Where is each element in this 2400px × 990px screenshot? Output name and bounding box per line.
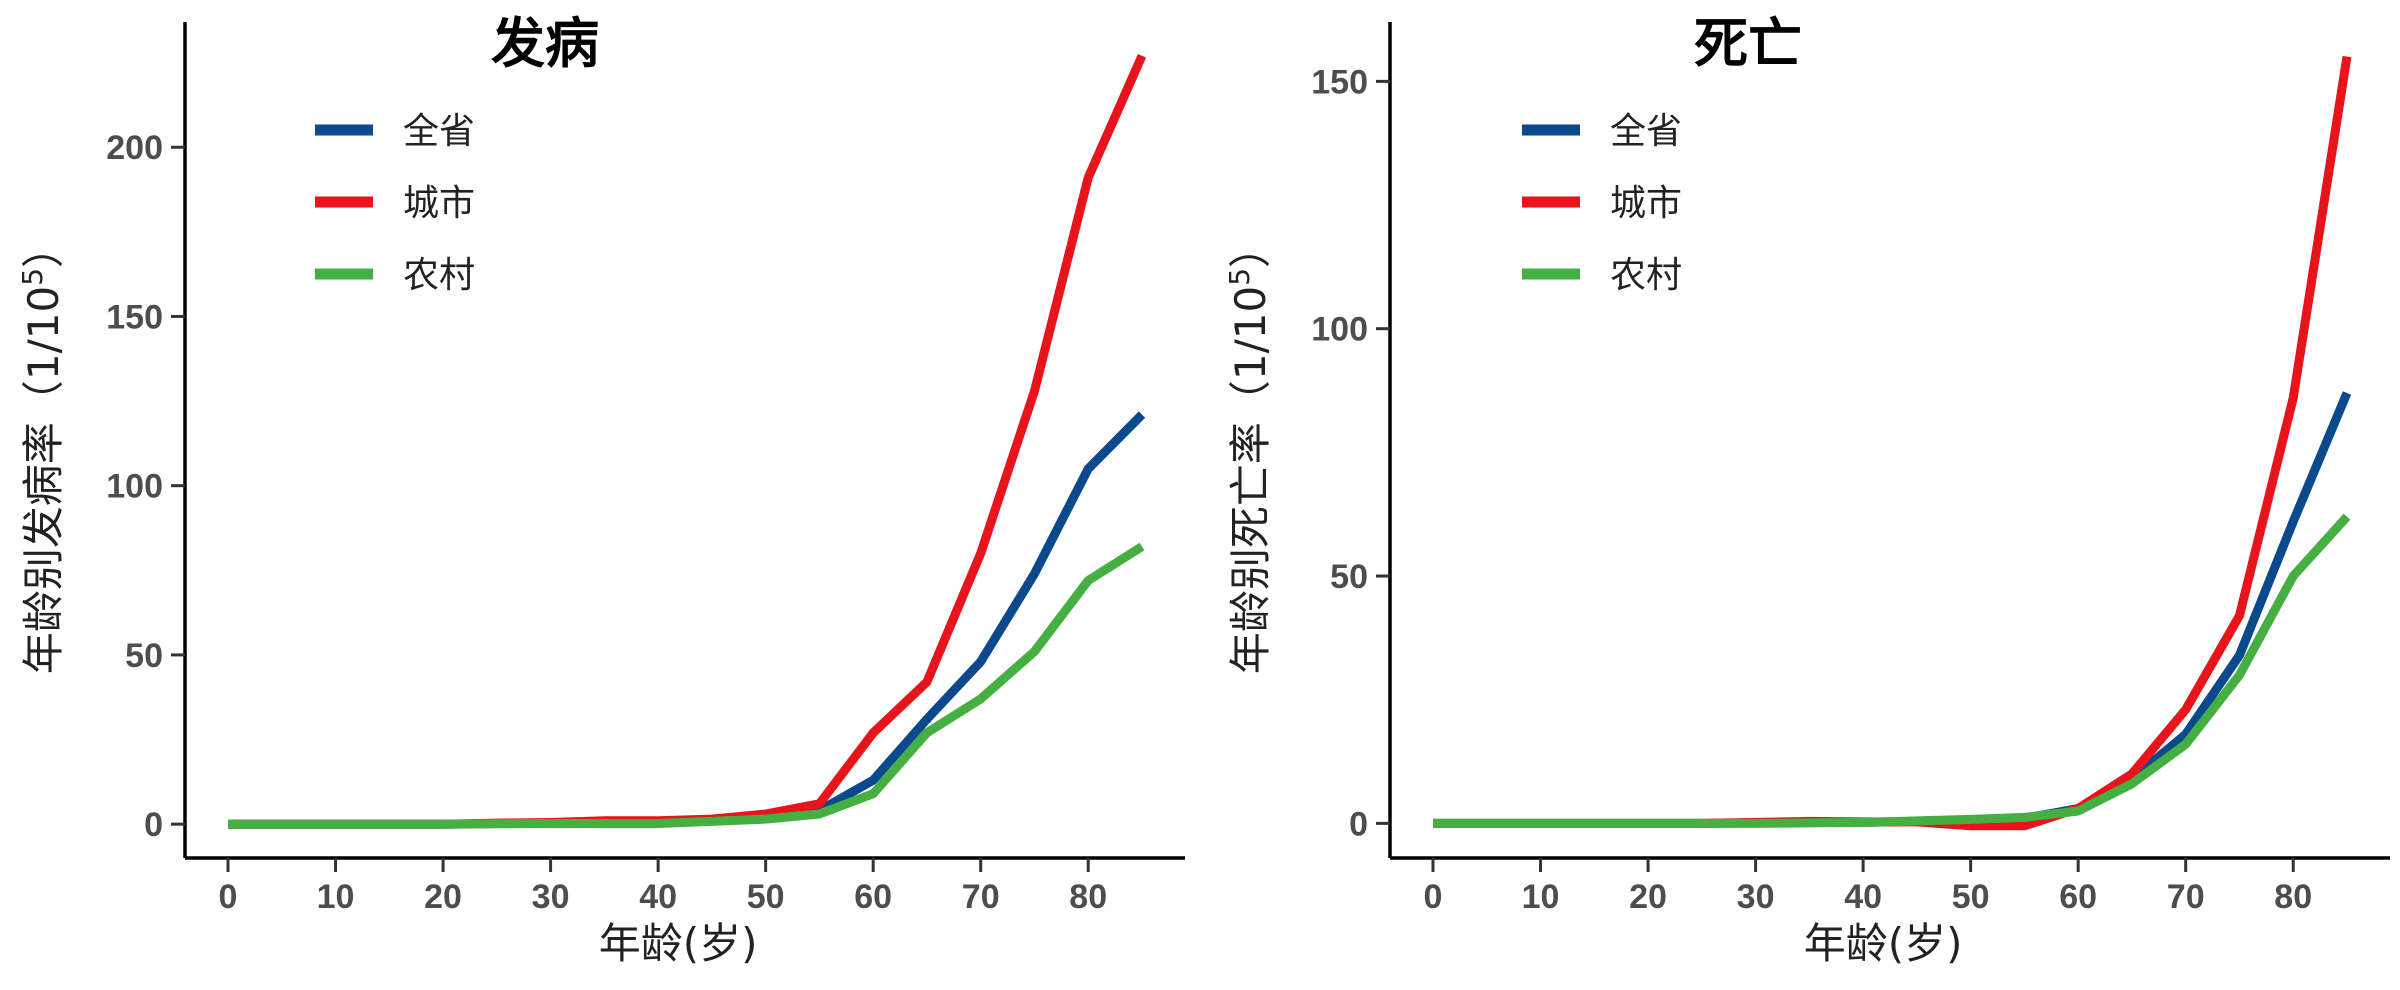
x-tick-label: 50	[1952, 878, 1990, 916]
y-tick-label: 0	[144, 806, 163, 844]
y-tick-label: 150	[1311, 63, 1368, 101]
x-tick-label: 80	[1069, 878, 1107, 916]
x-tick-label: 10	[1522, 878, 1560, 916]
x-tick-label: 80	[2274, 878, 2312, 916]
x-tick-label: 30	[1737, 878, 1775, 916]
x-axis-label: 年龄(岁)	[599, 919, 758, 968]
x-tick-label: 40	[1844, 878, 1882, 916]
y-tick-label: 0	[1349, 805, 1368, 843]
x-axis-label: 年龄(岁)	[1804, 919, 1963, 968]
x-tick-label: 0	[1424, 878, 1443, 916]
legend-label: 全省	[1610, 111, 1682, 152]
x-tick-label: 60	[854, 878, 892, 916]
legend-label: 农村	[403, 255, 475, 296]
x-tick-label: 40	[639, 878, 677, 916]
y-tick-label: 150	[106, 298, 163, 336]
x-tick-label: 20	[1629, 878, 1667, 916]
y-tick-label: 200	[106, 129, 163, 167]
series-line-2	[228, 542, 1145, 829]
x-tick-label: 20	[424, 878, 462, 916]
legend-label: 全省	[403, 111, 475, 152]
incidence-panel: 发病 0 10 20 30 40 50 60 70 80 0 50 100 150 200 年龄(岁) 年龄别发…	[16, 11, 1185, 968]
y-axis-label: 年龄别发病率（1/105）	[16, 226, 68, 674]
x-tick-label: 10	[317, 878, 355, 916]
series-line-2	[1433, 513, 2351, 828]
y-tick-label: 100	[106, 468, 163, 506]
x-tick-label: 50	[747, 878, 785, 916]
series-line-0	[1433, 391, 2352, 828]
x-tick-label: 70	[962, 878, 1000, 916]
chart-title: 死亡	[1694, 11, 1802, 75]
x-tick-label: 0	[219, 878, 238, 916]
series-line-1	[228, 53, 1147, 829]
y-axis-label: 年龄别死亡率（1/105）	[1223, 226, 1275, 674]
legend-label: 城市	[403, 183, 475, 224]
x-tick-label: 60	[2059, 878, 2097, 916]
y-tick-label: 50	[1330, 558, 1368, 596]
y-tick-label: 100	[1311, 311, 1368, 349]
mortality-panel: 死亡 0 10 20 30 40 50 60 70 80 0 50 100 150 年龄(岁) 年龄别死亡率（…	[1223, 11, 2390, 968]
chart-title: 发病	[491, 11, 599, 75]
x-tick-label: 30	[532, 878, 570, 916]
y-tick-label: 50	[125, 637, 163, 675]
legend-label: 农村	[1610, 255, 1682, 296]
legend-label: 城市	[1610, 183, 1682, 224]
x-tick-label: 70	[2167, 878, 2205, 916]
